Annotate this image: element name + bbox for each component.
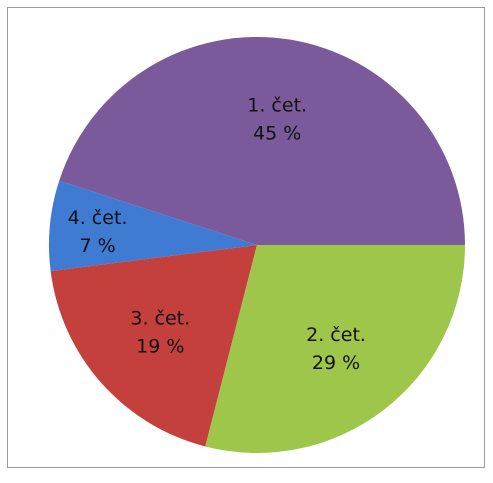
slice-label: 2. čet. <box>306 324 366 346</box>
chart-frame: 1. čet. 45 % 4. čet. 7 % 3. čet. 19 % 2. čet. 2… <box>7 7 485 468</box>
slice-value-label: 45 % <box>253 123 301 145</box>
slice-label: 4. čet. <box>68 207 128 229</box>
pie-slice-1 <box>59 37 466 245</box>
pie-slice-3 <box>50 245 258 447</box>
slice-value-label: 29 % <box>312 352 360 374</box>
slice-label: 1. čet. <box>247 95 307 117</box>
slice-value-label: 19 % <box>136 335 184 357</box>
slice-label: 3. čet. <box>130 307 190 329</box>
pie-slice-2 <box>49 180 257 272</box>
pie-slice-4 <box>205 245 465 453</box>
pie-chart: 1. čet. 45 % 4. čet. 7 % 3. čet. 19 % 2. čet. 2… <box>49 37 466 453</box>
slice-value-label: 7 % <box>79 235 115 257</box>
